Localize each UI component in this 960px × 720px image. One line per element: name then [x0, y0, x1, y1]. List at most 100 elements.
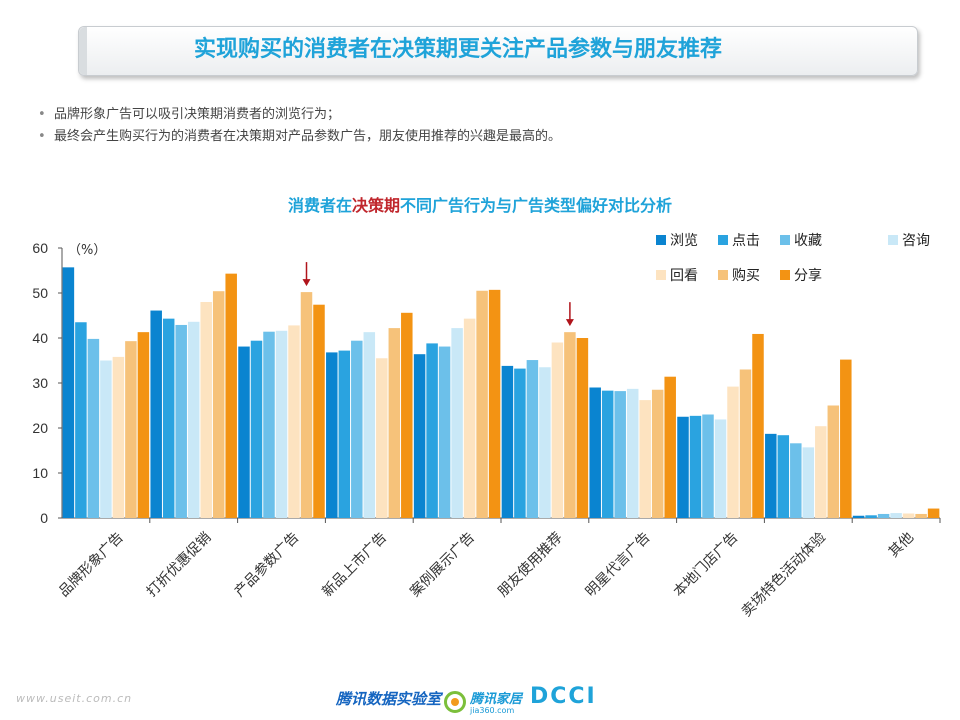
- bar: [551, 342, 564, 518]
- x-tick-label: 打折优惠促销: [143, 529, 214, 600]
- bullet-text: 品牌形象广告可以吸引决策期消费者的浏览行为；: [54, 107, 341, 122]
- bar: [463, 318, 476, 518]
- legend-swatch: [780, 235, 790, 245]
- bar: [137, 332, 150, 518]
- bar: [162, 318, 175, 518]
- bar: [815, 426, 827, 518]
- bar: [576, 338, 589, 518]
- bar: [877, 513, 890, 518]
- y-tick-label: 50: [32, 285, 48, 301]
- title-bar: [78, 26, 918, 76]
- x-tick-label: 明星代言广告: [583, 530, 654, 601]
- bar: [87, 338, 100, 518]
- bar: [865, 515, 877, 518]
- bar: [564, 332, 576, 518]
- home-name: 腾讯家居: [470, 692, 523, 707]
- bar: [827, 405, 840, 518]
- legend-swatch: [656, 235, 666, 245]
- bar: [75, 322, 87, 518]
- legend-label: 点击: [732, 233, 760, 249]
- x-tick-label: 朋友使用推荐: [494, 529, 565, 600]
- legend-swatch: [718, 270, 728, 280]
- bar: [288, 325, 300, 518]
- legend-swatch: [780, 270, 790, 280]
- title-bar-accent: [79, 27, 87, 75]
- x-tick-label: 案例展示广告: [407, 529, 478, 600]
- bullet-list: • 品牌形象广告可以吸引决策期消费者的浏览行为； • 最终会产生购买行为的消费者在决…: [38, 104, 561, 148]
- bar: [451, 328, 463, 518]
- bar: [426, 343, 438, 518]
- y-tick-label: 20: [32, 420, 48, 436]
- legend-label: 收藏: [794, 233, 822, 249]
- bar: [200, 302, 212, 518]
- bar: [526, 360, 539, 518]
- legend-label: 咨询: [902, 233, 930, 249]
- bar: [601, 390, 614, 518]
- bar: [326, 352, 338, 518]
- bar: [689, 415, 702, 518]
- bar: [263, 331, 275, 518]
- bar: [187, 321, 200, 518]
- bar: [589, 387, 601, 518]
- bar: [501, 365, 514, 518]
- footer-brand: 腾讯数据实验室: [336, 690, 442, 708]
- bullet-text: 最终会产生购买行为的消费者在决策期对产品参数广告，朋友使用推荐的兴趣是最高的。: [54, 129, 562, 144]
- bar: [639, 400, 651, 518]
- bar: [664, 376, 676, 518]
- home-sub: jia360.com: [470, 706, 515, 715]
- y-tick-label: 60: [32, 240, 48, 256]
- bar: [476, 290, 488, 518]
- legend-swatch: [888, 235, 898, 245]
- annotation-arrow-head: [302, 279, 311, 287]
- x-tick-label: 产品参数广告: [231, 529, 302, 600]
- bar: [677, 416, 689, 518]
- home-text: 腾讯家居 jia360.com: [470, 688, 522, 715]
- bar: [890, 513, 902, 518]
- bar: [313, 304, 325, 518]
- legend-swatch: [656, 270, 666, 280]
- legend-label: 回看: [670, 268, 698, 284]
- y-tick-label: 30: [32, 375, 48, 391]
- footer-dcci-logo: DCCI: [530, 684, 597, 709]
- legend-label: 购买: [732, 268, 760, 284]
- page-title: 实现购买的消费者在决策期更关注产品参数与朋友推荐: [193, 37, 722, 62]
- annotation-arrow-head: [565, 319, 574, 327]
- bar: [438, 346, 451, 518]
- y-tick-label: 40: [32, 330, 48, 346]
- bar: [539, 367, 551, 518]
- legend-swatch: [718, 235, 728, 245]
- bar: [902, 513, 915, 518]
- chart-title: 消费者在决策期不同广告行为与广告类型偏好对比分析: [0, 192, 960, 216]
- bar: [727, 386, 739, 518]
- x-tick-label: 新品上市广告: [319, 529, 390, 600]
- bar: [212, 291, 225, 518]
- bar: [125, 341, 137, 518]
- bar: [112, 356, 125, 518]
- y-tick-label: 0: [40, 510, 48, 526]
- x-tick-label: 品牌形象广告: [55, 529, 126, 600]
- bar: [927, 508, 940, 518]
- bar-chart: 0 10 20 30 40 50 60 （%） 品牌形象广告 打折优惠促销 产品参数广告 新品上市广告…: [32, 233, 941, 620]
- bar: [376, 358, 388, 518]
- bar: [714, 419, 727, 518]
- legend-label: 浏览: [670, 233, 698, 249]
- x-tick-label: 其他: [886, 530, 917, 561]
- bar: [514, 368, 526, 518]
- bullet-dot-icon: •: [38, 129, 46, 144]
- bar: [338, 350, 351, 518]
- bullet-dot-icon: •: [38, 107, 46, 122]
- y-tick-label: 10: [32, 465, 48, 481]
- bar: [401, 312, 413, 518]
- bar: [765, 433, 777, 518]
- bar: [150, 310, 162, 518]
- bar: [702, 414, 714, 518]
- bar: [100, 360, 112, 518]
- bar: [840, 359, 852, 518]
- unit-label: （%）: [68, 243, 106, 258]
- bar: [238, 346, 250, 518]
- bar: [300, 292, 313, 518]
- legend-label: 分享: [794, 267, 822, 284]
- bullet-item: • 品牌形象广告可以吸引决策期消费者的浏览行为；: [38, 104, 561, 126]
- chart-title-part2: 不同广告行为与广告类型偏好对比分析: [400, 196, 673, 215]
- bar: [790, 443, 802, 518]
